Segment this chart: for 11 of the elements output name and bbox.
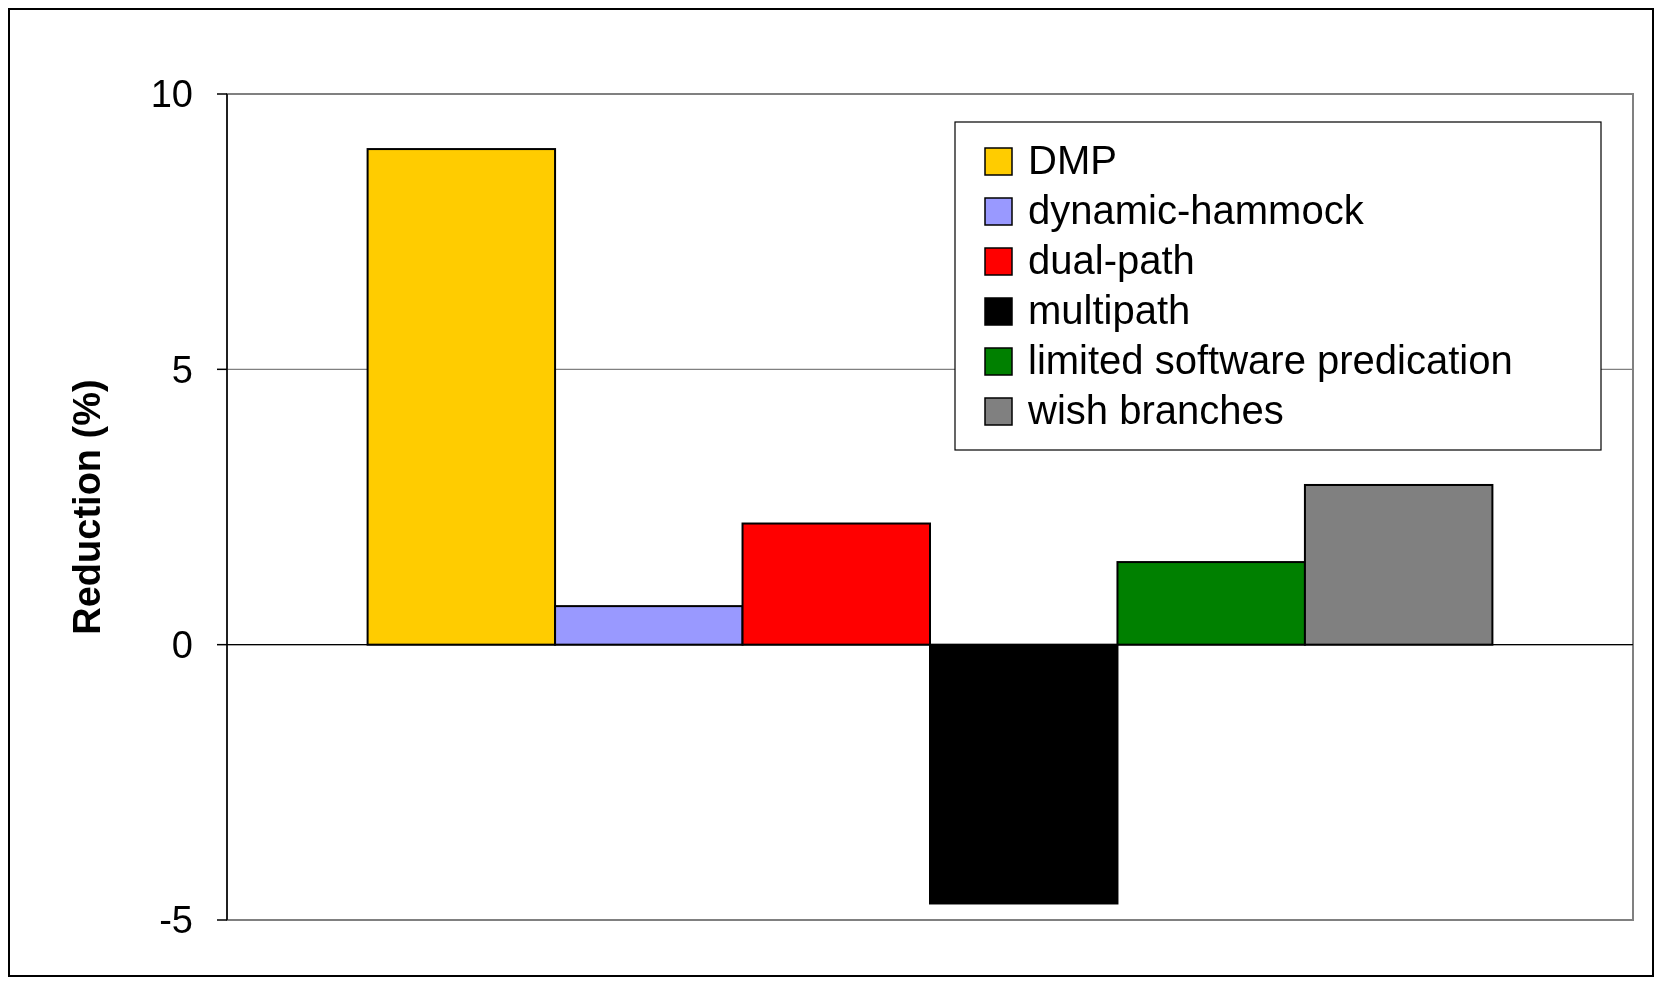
legend-label: DMP xyxy=(1028,138,1117,182)
legend-label: multipath xyxy=(1028,288,1191,332)
legend-label: limited software predication xyxy=(1028,338,1513,382)
y-tick-label: 5 xyxy=(171,348,193,391)
legend-label: wish branches xyxy=(1027,388,1284,432)
y-tick-label: -5 xyxy=(159,899,193,942)
y-tick-label: 10 xyxy=(150,73,193,116)
y-tick-label: 0 xyxy=(171,623,193,666)
legend-label: dynamic-hammock xyxy=(1028,188,1365,232)
legend-label: dual-path xyxy=(1028,238,1195,282)
y-axis-title: Reduction (%) xyxy=(66,379,108,635)
